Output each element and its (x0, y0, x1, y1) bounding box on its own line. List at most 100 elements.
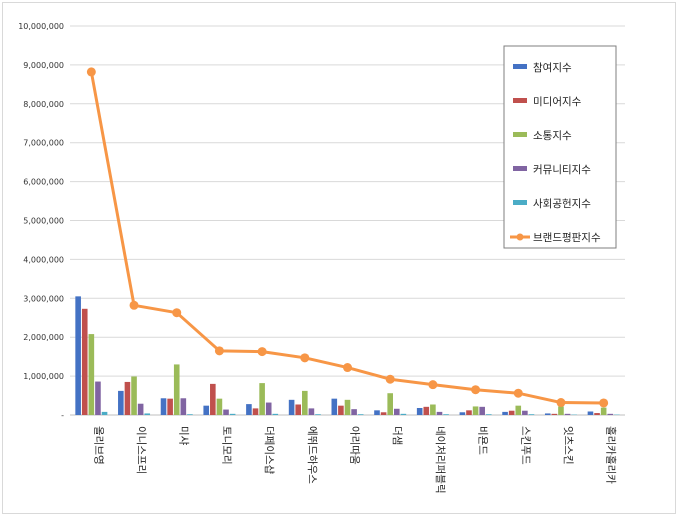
bar (587, 411, 594, 415)
category-label: 네이처리퍼블릭 (434, 426, 446, 494)
bar (101, 411, 108, 415)
legend-label: 사회공헌지수 (533, 198, 591, 210)
bar (558, 406, 564, 415)
bar (459, 412, 466, 415)
bar (357, 414, 364, 415)
bar (187, 414, 193, 415)
legend-swatch (513, 98, 527, 103)
category-label: 토니모리 (220, 426, 232, 465)
reputation-point (86, 67, 96, 77)
bar (472, 406, 479, 415)
bar (387, 393, 393, 415)
bar (295, 404, 302, 415)
reputation-point (343, 363, 352, 373)
category-label: 올리브영 (92, 426, 104, 465)
reputation-point (300, 353, 310, 363)
y-tick-label: 5,000,000 (23, 217, 64, 226)
legend-label: 소통지수 (533, 130, 572, 142)
legend-label: 미디어지수 (533, 96, 582, 108)
bar (259, 383, 265, 415)
bar (246, 404, 252, 415)
bar (374, 410, 380, 415)
bar (544, 413, 551, 415)
bar (443, 414, 449, 415)
legend-swatch (513, 166, 527, 171)
bar (466, 410, 472, 415)
bar (288, 399, 295, 415)
bar (144, 413, 151, 415)
legend-swatch (513, 200, 527, 205)
bar (265, 402, 272, 415)
category-label: 아리따움 (349, 426, 361, 465)
bar (508, 410, 515, 415)
legend-label: 참여지수 (533, 62, 572, 74)
legend-label: 브랜드평판지수 (533, 232, 601, 244)
bar (600, 407, 607, 415)
y-tick-label: 4,000,000 (23, 255, 64, 264)
bar (75, 296, 81, 415)
category-label: 비욘드 (477, 426, 489, 455)
bar (308, 408, 315, 415)
reputation-point (385, 374, 395, 384)
legend-swatch (513, 132, 527, 137)
legend-box (503, 45, 617, 249)
y-axis: - 1,000,000 2,000,000 3,000,000 4,000,000 5,0… (18, 22, 64, 420)
bar (400, 413, 407, 415)
bar (522, 410, 528, 415)
category-label: 미샤 (178, 426, 190, 446)
y-tick-label: 8,000,000 (23, 100, 64, 109)
category-label: 홀리카홀리카 (605, 426, 618, 484)
bar (351, 409, 357, 415)
reputation-point (172, 308, 182, 318)
bar (528, 414, 535, 415)
y-tick-label: 2,000,000 (23, 333, 64, 342)
bar (88, 334, 95, 415)
bar (302, 390, 308, 415)
bar (272, 413, 279, 415)
category-label: 에뛰드하우스 (306, 426, 319, 484)
bar (436, 411, 443, 415)
bar (502, 411, 508, 415)
bar (430, 404, 436, 415)
y-tick-label: 9,000,000 (23, 61, 64, 70)
bar (252, 408, 259, 415)
reputation-line (86, 67, 609, 408)
reputation-point (513, 388, 523, 398)
reputation-point (214, 346, 224, 356)
category-label: 잇츠스킨 (562, 426, 574, 465)
bar (607, 413, 614, 415)
legend-label: 커뮤니티지수 (533, 164, 591, 176)
bar (173, 364, 180, 415)
bar (564, 413, 571, 415)
bar (131, 376, 137, 415)
x-axis: 올리브영 이니스프리 미샤 토니모리 더페이스샵 에뛰드하우스 아리따움 더샘 네이처리퍼블릭 비… (92, 426, 617, 494)
category-label: 스킨푸드 (519, 426, 531, 465)
bar (160, 398, 167, 415)
bar (331, 398, 338, 415)
y-tick-label: 3,000,000 (23, 294, 64, 303)
bar (479, 406, 485, 415)
bar (344, 399, 351, 415)
reputation-point (471, 385, 481, 395)
bar (118, 390, 124, 415)
bar (137, 403, 144, 415)
reputation-point (257, 347, 267, 357)
legend-marker (516, 233, 524, 241)
bar (81, 308, 88, 415)
legend-swatch (513, 64, 527, 69)
y-tick-label: 7,000,000 (23, 139, 64, 148)
bar (416, 407, 423, 415)
category-label: 더샘 (391, 426, 403, 445)
bars (75, 296, 620, 415)
y-tick-label: 10,000,000 (18, 22, 64, 31)
y-tick-label: - (61, 411, 64, 420)
bar (216, 398, 223, 415)
bar (338, 405, 344, 415)
reputation-point (129, 300, 139, 310)
bar (380, 412, 387, 415)
category-label: 더페이스샵 (263, 426, 275, 475)
bar (315, 414, 321, 415)
y-tick-label: 1,000,000 (23, 372, 64, 381)
